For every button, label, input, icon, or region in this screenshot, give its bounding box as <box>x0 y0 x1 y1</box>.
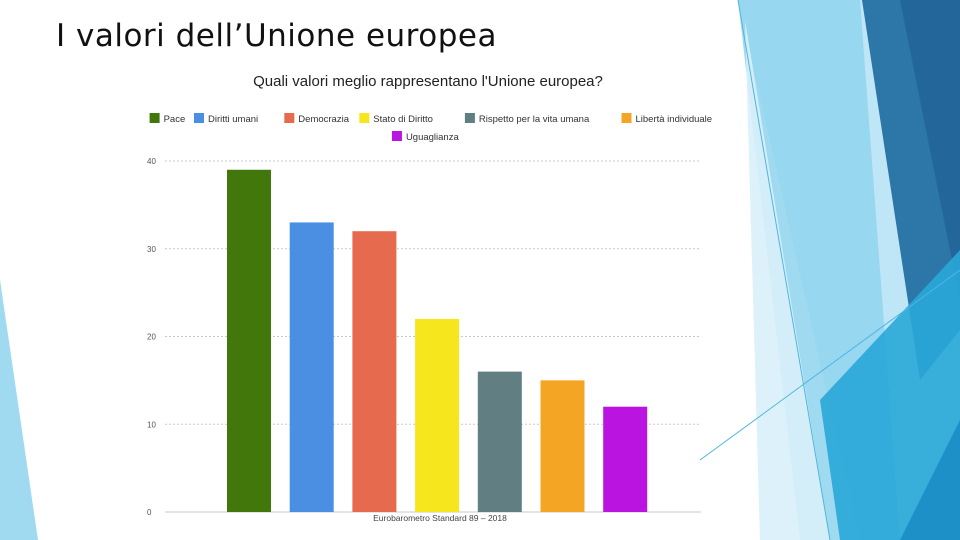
chart-source: Eurobarometro Standard 89 – 2018 <box>373 513 507 523</box>
bar-rispetto-per-la-vita-umana <box>477 371 522 512</box>
legend-label: Pace <box>164 114 186 125</box>
y-tick-label: 30 <box>147 245 156 254</box>
deco-facet-deep <box>900 420 960 540</box>
chart-svg: Quali valori meglio rappresentano l'Unio… <box>147 73 713 523</box>
legend-label: Democrazia <box>298 114 349 125</box>
bar-pace <box>227 169 271 512</box>
legend-swatch <box>149 113 160 123</box>
deco-line-2 <box>699 269 960 461</box>
bar-chart: Quali valori meglio rappresentano l'Unio… <box>135 65 715 540</box>
y-tick-label: 10 <box>147 420 156 429</box>
bar-libert-individuale <box>540 380 585 512</box>
legend-swatch <box>464 113 475 123</box>
slide-title: I valori dell’Unione europea <box>56 18 497 54</box>
legend-label: Rispetto per la vita umana <box>479 114 590 125</box>
legend-label: Uguaglianza <box>406 132 460 143</box>
bar-stato-di-diritto <box>415 318 460 512</box>
legend-swatch <box>359 113 370 123</box>
legend-label: Libertà individuale <box>636 114 713 125</box>
bar-democrazia <box>352 231 397 512</box>
deco-facet-cyan <box>820 250 960 540</box>
deco-facet-blue <box>900 0 960 300</box>
legend-swatch <box>194 113 204 123</box>
legend-swatch <box>621 113 632 123</box>
deco-left-edge <box>0 280 38 540</box>
legend-label: Stato di Diritto <box>373 114 433 125</box>
y-tick-label: 20 <box>147 333 156 342</box>
legend-swatch <box>284 113 295 123</box>
chart-bars <box>227 169 648 513</box>
deco-line-1 <box>737 0 831 540</box>
y-tick-label: 0 <box>147 508 152 517</box>
bar-diritti-umani <box>289 222 334 513</box>
chart-title: Quali valori meglio rappresentano l'Unio… <box>253 73 603 90</box>
legend-swatch <box>391 131 402 141</box>
legend-label: Diritti umani <box>208 114 258 125</box>
y-tick-label: 40 <box>147 157 156 166</box>
bar-uguaglianza <box>603 406 648 512</box>
chart-legend: Pace Diritti umani Democrazia Stato di Diri… <box>149 113 713 143</box>
deco-facet-pale <box>745 20 830 540</box>
